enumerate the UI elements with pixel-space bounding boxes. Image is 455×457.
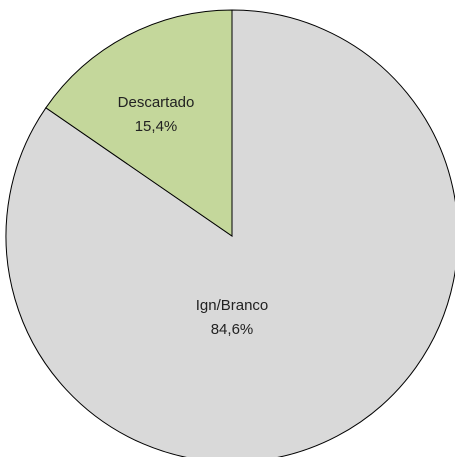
pie-slice-descartado xyxy=(45,9,233,237)
pie-labels: Descartado 15,4% Ign/Branco 84,6% xyxy=(118,94,269,338)
pie-slices xyxy=(5,9,455,457)
slice-label-descartado-name: Descartado xyxy=(118,94,195,111)
slice-label-ign-branco-percent: 84,6% xyxy=(211,321,254,338)
pie-slice-ign-branco xyxy=(5,9,455,457)
slice-label-ign-branco-name: Ign/Branco xyxy=(196,297,269,314)
slice-label-descartado-percent: 15,4% xyxy=(135,118,178,135)
